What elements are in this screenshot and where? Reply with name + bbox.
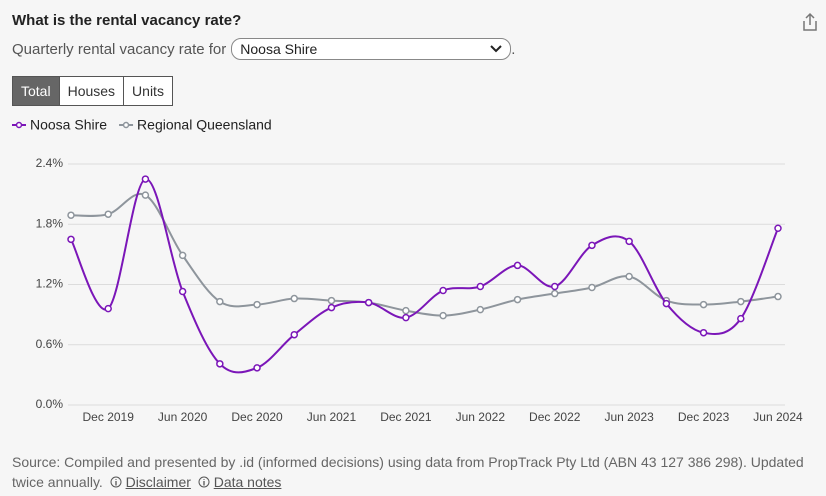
data-point	[625, 237, 633, 246]
tab[interactable]: Houses	[58, 77, 124, 105]
data-point	[216, 297, 224, 306]
tab[interactable]: Total	[13, 77, 59, 105]
period: .	[511, 40, 516, 58]
data-point	[141, 175, 150, 183]
data-point	[104, 304, 112, 313]
x-tick-label: Jun 2022	[456, 410, 506, 424]
data-point	[327, 296, 336, 305]
data-point	[402, 306, 410, 315]
y-tick-label: 0.0%	[36, 397, 64, 411]
data-point	[364, 298, 373, 307]
subtitle-text: Quarterly rental vacancy rate for	[12, 40, 227, 58]
x-tick-label: Dec 2023	[678, 410, 730, 424]
x-tick-label: Dec 2020	[231, 410, 283, 424]
chart: 0.0% 0.6% 1.2% 1.8% 2.4% Dec 2019 Jun 2020 Dec …	[12, 117, 803, 424]
data-point	[513, 295, 522, 304]
data-point	[439, 286, 447, 295]
data-point	[178, 287, 187, 296]
data-point	[253, 364, 261, 372]
data-point	[588, 283, 596, 292]
legend-dot	[15, 121, 23, 129]
data-point	[290, 330, 299, 339]
subtitle: Quarterly rental vacancy rate for Noosa …	[12, 38, 515, 60]
data-point	[588, 241, 596, 250]
data-point	[67, 235, 75, 244]
data-point	[290, 294, 299, 303]
data-point	[625, 272, 633, 281]
x-tick-label: Jun 2021	[307, 410, 357, 424]
x-tick-label: Jun 2024	[753, 410, 803, 424]
info-icon	[198, 476, 210, 488]
y-tick-label: 1.2%	[36, 277, 64, 291]
data-point	[513, 261, 522, 270]
data-point	[439, 311, 447, 320]
x-tick-label: Jun 2023	[604, 410, 654, 424]
data-point	[699, 328, 708, 337]
legend-label: Regional Queensland	[137, 117, 272, 133]
data-point	[662, 299, 671, 308]
data-point	[774, 224, 782, 233]
footer: Source: Compiled and presented by .id (i…	[12, 452, 817, 492]
x-tick-label: Dec 2022	[529, 410, 581, 424]
region-value: Noosa Shire	[240, 41, 318, 57]
data-point	[699, 300, 708, 309]
tabs: Total Houses Units	[12, 76, 173, 106]
region-select[interactable]: Noosa Shire	[231, 38, 512, 60]
data-point	[67, 211, 75, 219]
data-point	[141, 191, 150, 199]
series-line	[70, 192, 779, 317]
share-icon[interactable]	[801, 12, 819, 32]
x-tick-label: Dec 2019	[83, 410, 135, 424]
data-point	[104, 210, 112, 218]
data-point	[253, 300, 261, 309]
x-tick-label: Dec 2021	[380, 410, 432, 424]
data-point	[476, 282, 485, 291]
chevron	[490, 45, 502, 53]
data-notes-link[interactable]: Data notes	[213, 474, 282, 490]
data-point	[327, 303, 336, 312]
y-tick-label: 2.4%	[36, 156, 64, 170]
tab[interactable]: Units	[123, 77, 172, 105]
data-point	[550, 282, 559, 291]
y-tick-label: 1.8%	[36, 216, 64, 230]
data-point	[178, 251, 187, 260]
source: Source: Compiled and presented by .id (i…	[12, 454, 804, 490]
data-point	[216, 360, 224, 368]
y-tick-label: 0.6%	[36, 337, 64, 351]
data-point	[476, 305, 485, 314]
legend-dot	[122, 121, 130, 129]
data-point	[402, 313, 410, 322]
data-point	[737, 297, 745, 306]
x-tick-label: Jun 2020	[158, 410, 208, 424]
data-point	[737, 314, 745, 323]
legend-label: Noosa Shire	[30, 117, 107, 133]
data-point	[550, 289, 559, 298]
series-line	[70, 178, 779, 374]
title: What is the rental vacancy rate?	[12, 12, 242, 29]
disclaimer-link[interactable]: Disclaimer	[125, 474, 191, 490]
info-icon	[110, 476, 122, 488]
data-point	[774, 292, 782, 301]
